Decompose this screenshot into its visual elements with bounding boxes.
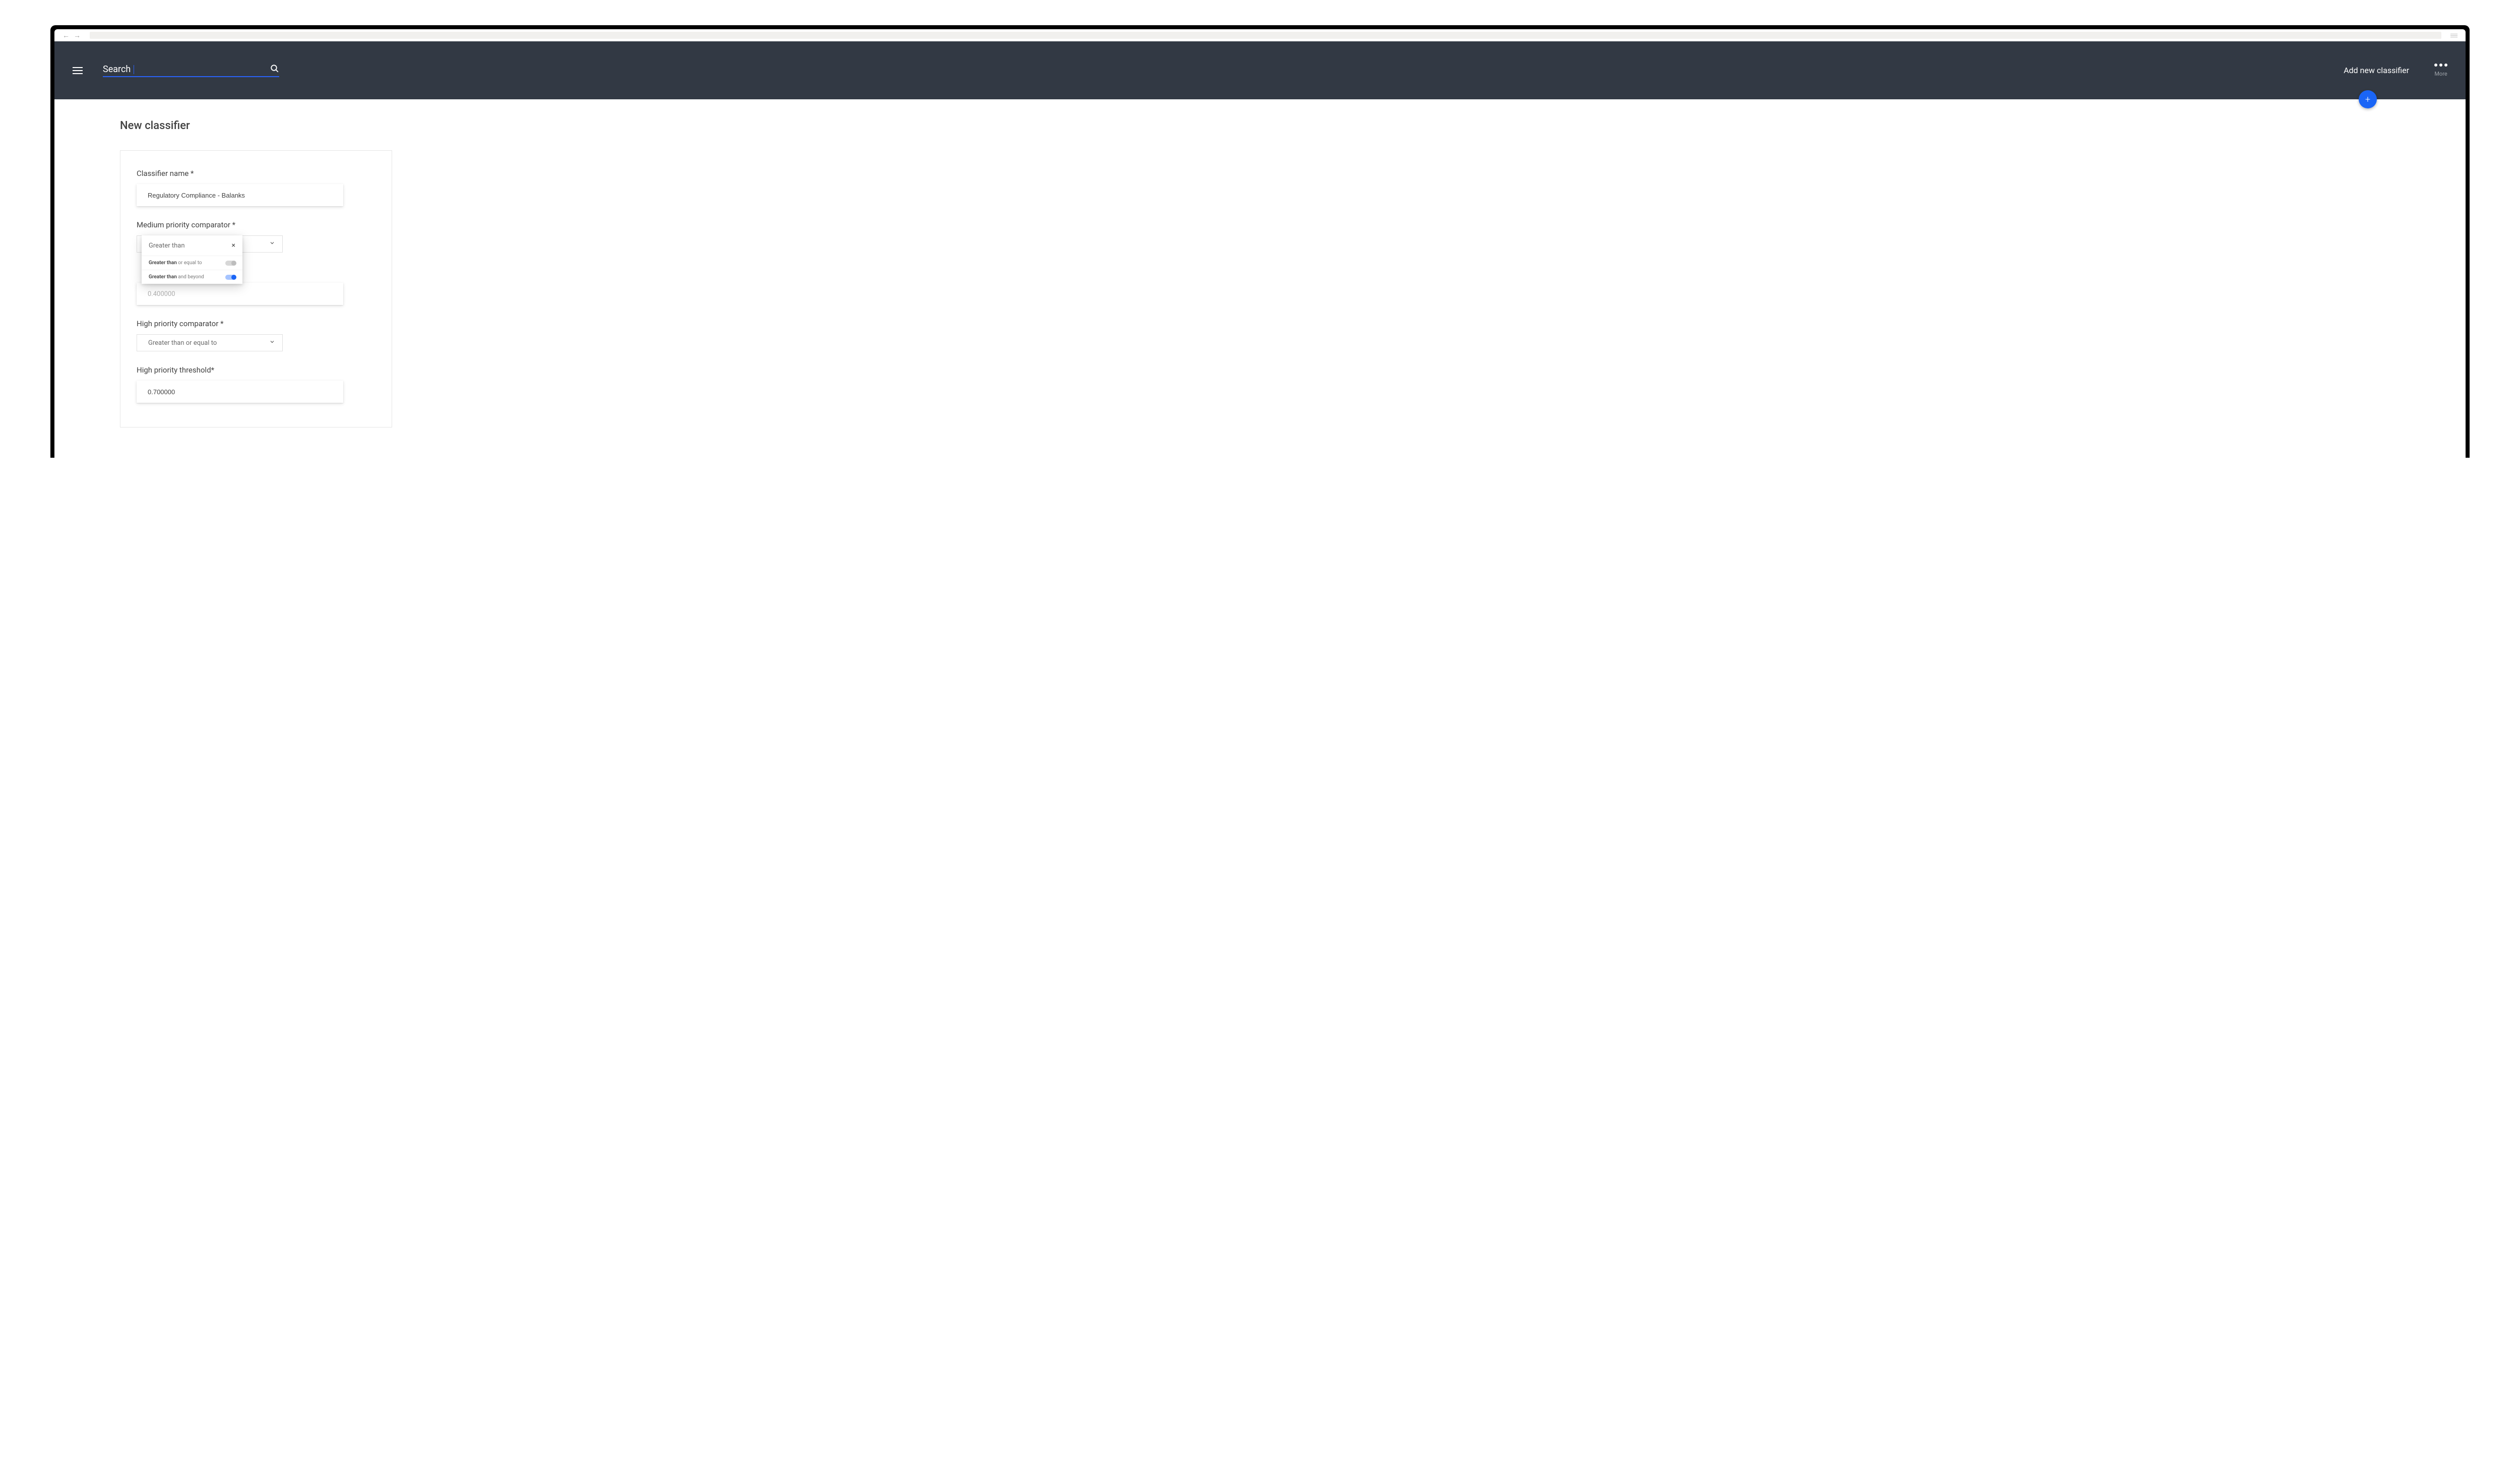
- high-comparator-label: High priority comparator *: [137, 319, 375, 328]
- page-title: New classifier: [120, 119, 2400, 132]
- page-content: New classifier Classifier name * Medium …: [54, 99, 2466, 458]
- high-threshold-input[interactable]: [137, 381, 343, 403]
- browser-chrome: ← →: [54, 29, 2466, 41]
- classifier-form-card: Classifier name * Medium priority compar…: [120, 150, 392, 427]
- search-placeholder: Search: [103, 64, 131, 75]
- browser-forward-icon[interactable]: →: [74, 31, 81, 40]
- option-rest: and beyond: [177, 274, 204, 280]
- add-classifier-fab[interactable]: +: [2359, 90, 2377, 108]
- browser-menu-icon[interactable]: [2450, 34, 2458, 37]
- high-threshold-field: High priority threshold*: [137, 365, 375, 403]
- high-comparator-field: High priority comparator * Greater than …: [137, 319, 375, 351]
- medium-threshold-input[interactable]: 0.400000: [137, 283, 343, 305]
- search-icon[interactable]: [270, 64, 279, 75]
- device-frame: ← → Search: [50, 25, 2470, 458]
- dropdown-option[interactable]: Greater than and beyond: [142, 270, 242, 284]
- toggle-on-icon[interactable]: [225, 275, 235, 280]
- chevron-down-icon: [269, 339, 275, 347]
- high-threshold-label: High priority threshold*: [137, 365, 375, 375]
- browser-back-icon[interactable]: ←: [62, 31, 70, 40]
- app-root: Search Add new classifier More: [54, 41, 2466, 458]
- dropdown-option[interactable]: Greater than or equal to: [142, 256, 242, 270]
- high-comparator-select[interactable]: Greater than or equal to: [137, 334, 283, 351]
- medium-threshold-value: 0.400000: [148, 290, 175, 298]
- search-input[interactable]: Search: [103, 64, 279, 77]
- hamburger-menu-icon[interactable]: [73, 67, 83, 74]
- toggle-off-icon[interactable]: [225, 261, 235, 266]
- medium-comparator-label: Medium priority comparator *: [137, 220, 375, 229]
- close-icon[interactable]: ×: [232, 241, 235, 250]
- high-comparator-value: Greater than or equal to: [148, 339, 217, 347]
- dropdown-header-text: Greater than: [149, 242, 185, 250]
- medium-comparator-field: Medium priority comparator * Greater tha…: [137, 220, 375, 305]
- dropdown-header: Greater than ×: [142, 235, 242, 256]
- classifier-name-label: Classifier name *: [137, 169, 375, 178]
- more-label: More: [2434, 71, 2447, 77]
- plus-icon: +: [2365, 94, 2370, 105]
- more-menu[interactable]: More: [2434, 64, 2447, 77]
- browser-url-bar[interactable]: [90, 32, 2441, 39]
- app-header: Search Add new classifier More: [54, 41, 2466, 99]
- more-dots-icon: [2434, 64, 2447, 67]
- option-strong: Greater than: [149, 274, 177, 280]
- chevron-down-icon: [269, 240, 275, 248]
- medium-comparator-dropdown: Greater than × Greater than or equal to …: [142, 235, 242, 284]
- option-strong: Greater than: [149, 260, 177, 266]
- classifier-name-input[interactable]: [137, 184, 343, 206]
- header-right: Add new classifier More: [2344, 64, 2447, 77]
- add-new-classifier-label: Add new classifier: [2344, 66, 2409, 75]
- option-rest: or equal to: [177, 260, 202, 266]
- classifier-name-field: Classifier name *: [137, 169, 375, 206]
